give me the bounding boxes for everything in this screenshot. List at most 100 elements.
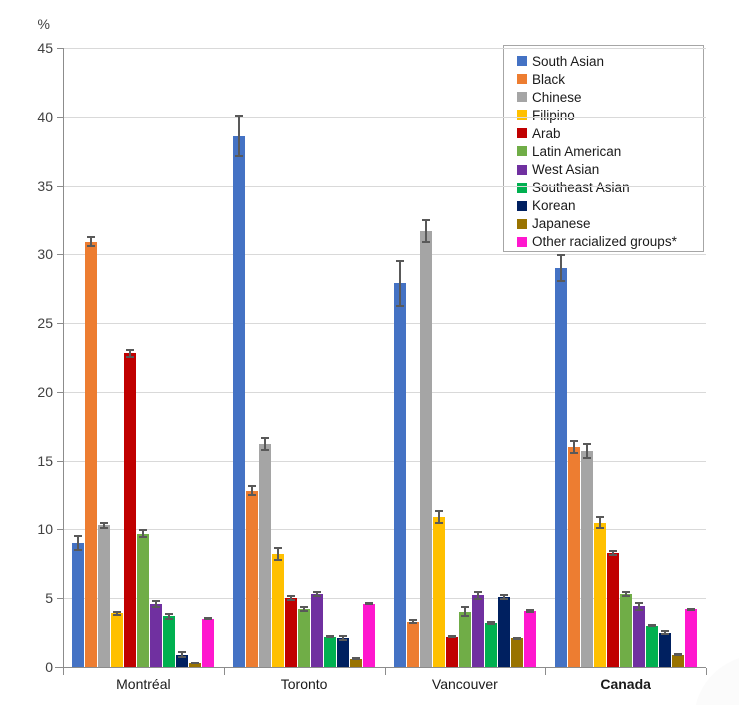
error-bar <box>556 254 565 282</box>
error-bar <box>608 550 617 556</box>
error-bar-cap-bottom <box>178 656 187 659</box>
legend: South Asian Black Chinese Filipino Arab Latin… <box>503 45 704 252</box>
error-bar-cap-bottom <box>235 154 244 157</box>
error-bar-cap-bottom <box>287 598 296 601</box>
error-bar-cap-top <box>421 218 430 221</box>
error-bar <box>191 661 200 665</box>
bar-filipino <box>272 547 285 667</box>
error-bar-cap-bottom <box>300 609 309 612</box>
error-bar-cap-top <box>300 606 309 609</box>
error-bar-line <box>528 609 531 612</box>
bar-latin-american <box>458 606 471 667</box>
legend-item-southeast-asian: Southeast Asian <box>517 179 703 196</box>
error-bar-cap-bottom <box>525 610 534 613</box>
y-axis-tick <box>57 461 63 462</box>
error-bar-cap-top <box>395 259 404 262</box>
error-bar-line <box>489 621 492 625</box>
bar-filipino <box>593 515 606 667</box>
error-bar <box>525 608 534 613</box>
error-bar <box>300 606 309 612</box>
gridline <box>63 186 706 187</box>
error-bar-cap-top <box>100 521 109 524</box>
error-bar-cap-bottom <box>261 449 270 452</box>
error-bar <box>408 618 417 625</box>
error-bar-cap-bottom <box>673 654 682 656</box>
bar-korean <box>658 629 671 667</box>
error-bar-line <box>264 438 267 451</box>
error-bar-line <box>342 636 345 640</box>
gridline <box>63 117 706 118</box>
legend-item-south-asian: South Asian <box>517 53 703 70</box>
error-bar-cap-bottom <box>204 618 213 621</box>
error-bar-cap-top <box>634 602 643 605</box>
gridline <box>63 598 706 599</box>
error-bar-cap-top <box>113 610 122 613</box>
error-bar <box>339 635 348 641</box>
x-axis-tick <box>545 668 546 675</box>
y-axis-tick-label: 30 <box>37 246 53 262</box>
error-bar <box>274 547 283 562</box>
error-bar <box>460 606 469 618</box>
error-bar-line <box>585 443 588 459</box>
legend-item-west-asian: West Asian <box>517 161 703 178</box>
error-bar <box>569 440 578 454</box>
y-axis-tick <box>57 117 63 118</box>
error-bar-line <box>181 652 184 658</box>
error-bar <box>313 591 322 597</box>
error-bar <box>178 651 187 659</box>
bar-black <box>246 485 259 667</box>
legend-label: Filipino <box>532 107 575 123</box>
error-bar-cap-top <box>582 442 591 445</box>
error-bar-cap-bottom <box>74 549 83 552</box>
bar-black <box>85 236 98 667</box>
x-category-label-vancouver: Vancouver <box>431 676 498 692</box>
bar-filipino <box>111 610 124 667</box>
legend-swatch-icon <box>517 218 527 229</box>
error-bar-cap-bottom <box>408 622 417 625</box>
bar-japanese <box>671 653 684 667</box>
bar-group-vancouver <box>385 48 546 667</box>
y-axis-tick-label: 5 <box>45 590 53 606</box>
error-bar-cap-bottom <box>434 521 443 524</box>
error-bar-cap-top <box>408 618 417 621</box>
legend-swatch-icon <box>517 200 527 211</box>
error-bar-cap-bottom <box>486 623 495 626</box>
error-bar-cap-bottom <box>274 559 283 562</box>
error-bar-line <box>238 116 241 156</box>
error-bar-cap-top <box>473 591 482 594</box>
error-bar-cap-bottom <box>647 625 656 628</box>
x-category-label-canada: Canada <box>600 676 651 692</box>
legend-swatch-icon <box>517 74 527 85</box>
bar-south-asian <box>72 534 85 667</box>
legend-label: Japanese <box>532 216 591 232</box>
bar-arab <box>124 349 137 667</box>
error-bar-cap-bottom <box>634 608 643 611</box>
error-bar-line <box>316 592 319 596</box>
bar-west-asian <box>150 599 163 667</box>
error-bar-cap-top <box>339 635 348 638</box>
legend-swatch-icon <box>517 110 527 121</box>
bar-black <box>567 440 580 667</box>
y-axis-tick-label: 15 <box>37 453 53 469</box>
error-bar-line <box>142 530 145 537</box>
error-bar <box>126 349 135 358</box>
legend-item-black: Black <box>517 71 703 88</box>
bar-latin-american <box>137 529 150 667</box>
error-bar-line <box>77 535 80 551</box>
legend-item-filipino: Filipino <box>517 107 703 124</box>
bar-group-canada <box>545 48 706 667</box>
error-bar-cap-top <box>126 349 135 352</box>
error-bar-cap-bottom <box>608 553 617 556</box>
error-bar-line <box>103 522 106 528</box>
error-bar <box>152 599 161 608</box>
legend-label: Southeast Asian <box>532 180 630 196</box>
x-axis-line <box>55 667 706 668</box>
error-bar <box>287 595 296 601</box>
x-axis-tick <box>63 668 64 675</box>
error-bar <box>447 635 456 639</box>
error-bar-cap-top <box>165 612 174 615</box>
gridline <box>63 48 706 49</box>
bar-japanese <box>510 636 523 667</box>
legend-item-arab: Arab <box>517 125 703 142</box>
